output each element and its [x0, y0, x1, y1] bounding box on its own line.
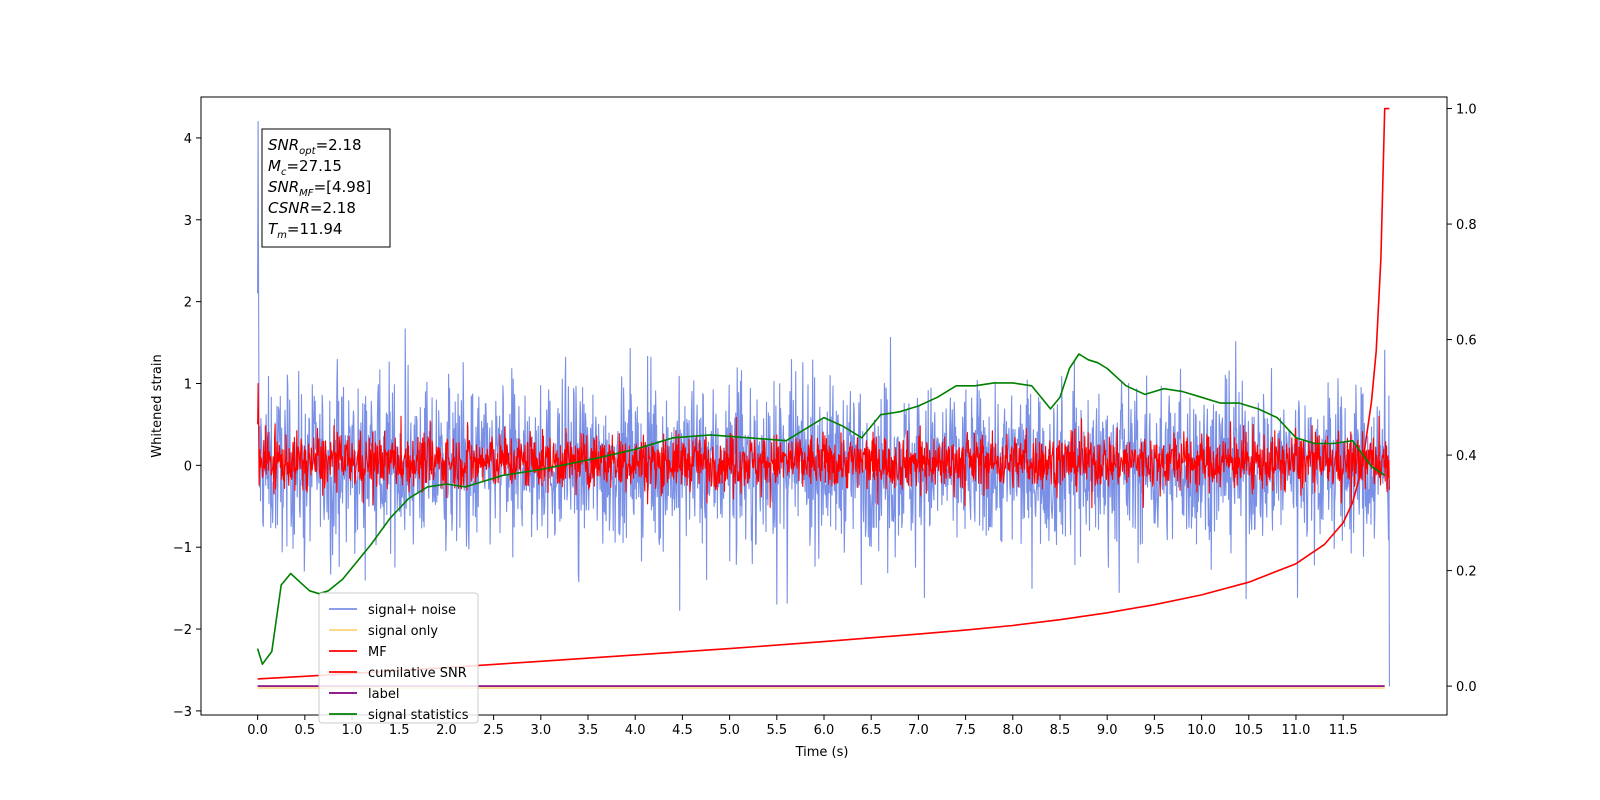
series-line-mf	[257, 382, 1390, 509]
y-left-tick-label: 2	[184, 296, 192, 311]
y-axis-right: 1.0 0.8 0.6 0.4 0.2 0.0	[1447, 103, 1477, 695]
legend-label-mf: MF	[368, 645, 387, 660]
y-left-tick-label: −3	[173, 705, 192, 720]
y-left-tick-label: 0	[184, 459, 192, 474]
annotation-line: SNRopt=2.18	[268, 136, 362, 157]
x-tick-label: 10.5	[1234, 723, 1263, 738]
legend-label-signal-only: signal only	[368, 624, 438, 639]
x-tick-label: 9.5	[1144, 723, 1165, 738]
x-tick-label: 0.0	[247, 723, 268, 738]
annotation-line: CSNR=2.18	[268, 199, 356, 217]
y-left-tick-label: −2	[173, 623, 192, 638]
x-tick-label: 3.5	[578, 723, 599, 738]
legend-frame	[318, 592, 479, 724]
y-left-tick-label: −1	[173, 541, 192, 556]
x-tick-label: 7.0	[908, 723, 929, 738]
x-tick-label: 2.5	[483, 723, 504, 738]
x-tick-label: 5.0	[719, 723, 740, 738]
x-axis: 0.0 0.5 1.0 1.5 2.0 2.5 3.0 3.5 4.0 4.5 5.0 5.5 6.0 6…	[247, 715, 1358, 738]
x-tick-label: 7.5	[955, 723, 976, 738]
annotation-line: Tm=11.94	[268, 220, 342, 241]
x-tick-label: 4.5	[672, 723, 693, 738]
legend-label-label: label	[368, 687, 399, 702]
x-tick-label: 2.0	[436, 723, 457, 738]
x-tick-label: 9.0	[1097, 723, 1118, 738]
legend: signal+ noise signal only MF cumilative SNR…	[318, 592, 479, 724]
x-tick-label: 1.5	[389, 723, 410, 738]
x-tick-label: 6.5	[861, 723, 882, 738]
x-tick-label: 4.0	[625, 723, 646, 738]
y-axis-title: Whitened strain	[150, 354, 165, 457]
y-axis-left: 4 3 2 1 0 −1 −2 −3	[173, 132, 201, 720]
legend-label-cumilative-snr: cumilative SNR	[368, 666, 467, 681]
x-tick-label: 6.0	[814, 723, 835, 738]
y-right-tick-label: 0.6	[1456, 334, 1477, 349]
series-line-cumilative-snr	[257, 107, 1390, 680]
y-left-tick-label: 1	[184, 377, 192, 392]
y-left-tick-label: 4	[184, 132, 192, 147]
x-tick-label: 11.0	[1281, 723, 1310, 738]
y-left-tick-label: 3	[184, 214, 192, 229]
annotation-line: Mc=27.15	[268, 157, 342, 178]
legend-label-signal-noise: signal+ noise	[368, 603, 456, 618]
y-right-tick-label: 0.8	[1456, 218, 1477, 233]
y-right-tick-label: 0.4	[1456, 449, 1477, 464]
x-tick-label: 5.5	[766, 723, 787, 738]
annotation-box: SNRopt=2.18Mc=27.15SNRMF=[4.98]CSNR=2.18…	[261, 128, 391, 248]
x-tick-label: 8.0	[1002, 723, 1023, 738]
y-right-tick-label: 0.2	[1456, 565, 1477, 580]
annotation-line: SNRMF=[4.98]	[268, 178, 371, 199]
y-right-tick-label: 0.0	[1456, 680, 1477, 695]
legend-label-signal-statistics: signal statistics	[368, 708, 469, 723]
x-tick-label: 3.0	[530, 723, 551, 738]
x-tick-label: 11.5	[1329, 723, 1358, 738]
x-tick-label: 0.5	[294, 723, 315, 738]
series-line-signal-statistics	[256, 353, 1386, 665]
x-tick-label: 10.0	[1187, 723, 1216, 738]
series-line-signal-noise	[257, 121, 1390, 687]
x-tick-label: 8.5	[1050, 723, 1071, 738]
y-right-tick-label: 1.0	[1456, 103, 1477, 118]
annotation-box-frame	[261, 128, 391, 248]
x-tick-label: 1.0	[342, 723, 363, 738]
x-axis-title: Time (s)	[795, 745, 849, 760]
